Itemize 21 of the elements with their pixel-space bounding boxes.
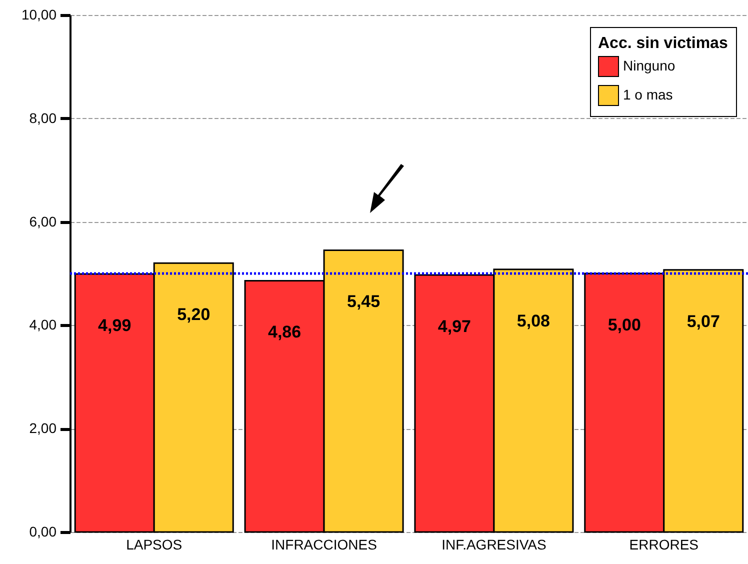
legend-label: Ninguno xyxy=(623,58,676,74)
data-label: 5,08 xyxy=(516,311,550,330)
y-tick-label: 8,00 xyxy=(29,110,57,126)
legend-title: Acc. sin victimas xyxy=(598,35,728,52)
y-tick-label: 6,00 xyxy=(29,213,57,230)
data-label: 4,99 xyxy=(98,316,132,336)
data-label: 5,00 xyxy=(608,316,641,334)
data-label: 5,07 xyxy=(686,312,720,331)
y-tick-label: 2,00 xyxy=(29,420,57,436)
x-tick-label: INFRACCIONES xyxy=(271,536,377,552)
y-tick-label: 4,00 xyxy=(29,316,57,333)
legend-label: 1 o mas xyxy=(623,86,673,102)
data-label: 5,45 xyxy=(347,292,380,312)
y-tick-label: 0,00 xyxy=(29,524,57,540)
y-tick-label: 10,00 xyxy=(21,6,57,22)
data-label: 5,20 xyxy=(177,305,210,324)
x-tick-label: INF.AGRESIVAS xyxy=(442,536,546,552)
data-label: 4,97 xyxy=(438,317,471,336)
x-tick-label: ERRORES xyxy=(629,536,699,552)
data-label: 4,86 xyxy=(268,322,302,342)
x-tick-label: LAPSOS xyxy=(126,536,182,552)
